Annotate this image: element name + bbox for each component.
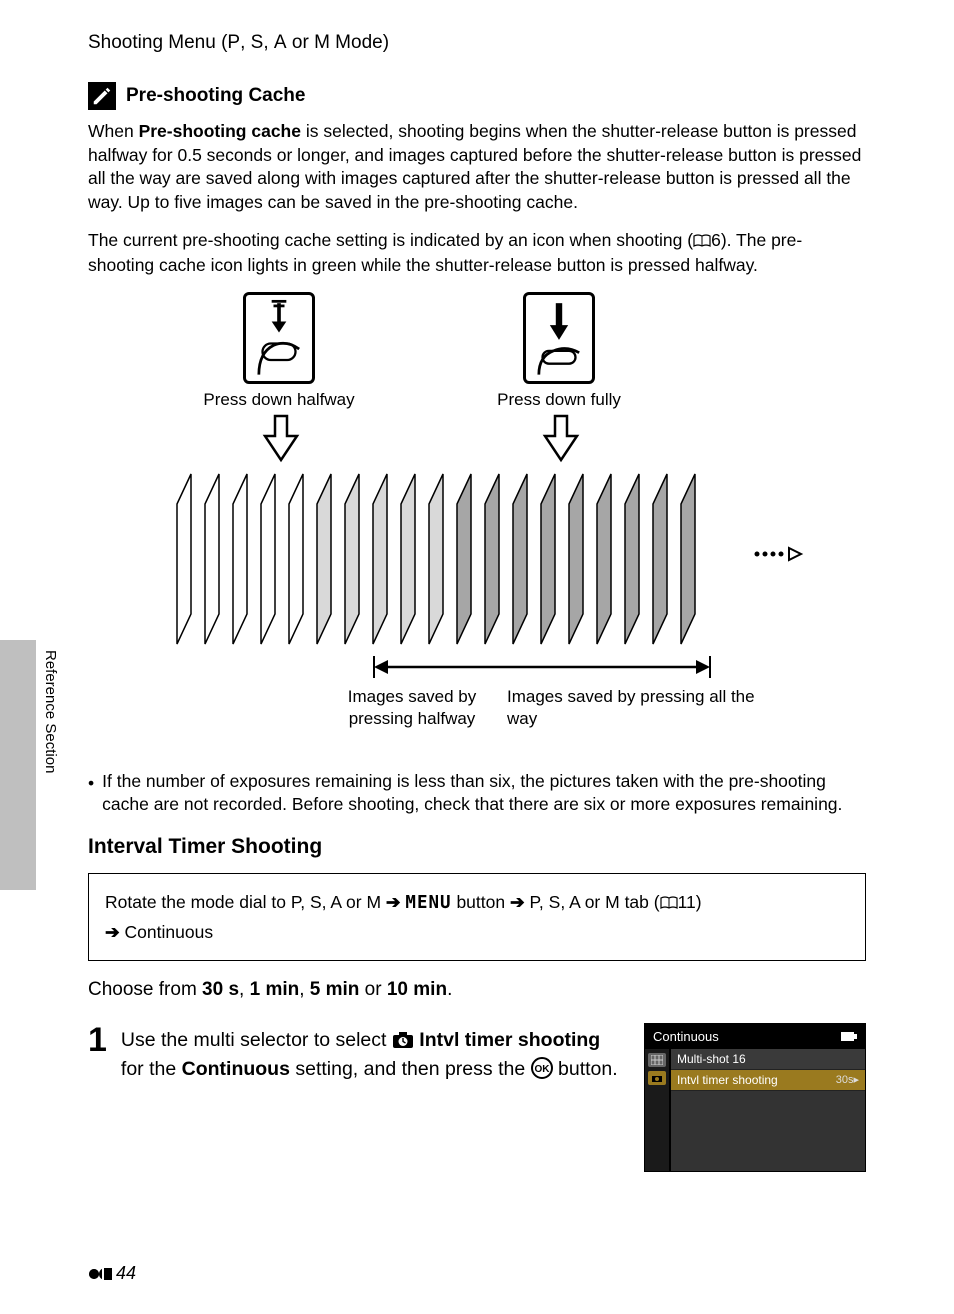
step-number: 1 [88, 1023, 107, 1057]
list-item[interactable]: Multi-shot 16 [671, 1049, 865, 1070]
interval-heading: Interval Timer Shooting [88, 835, 866, 859]
book-icon [693, 231, 711, 255]
mode-s: S [251, 32, 264, 53]
arrow-right-icon: ➔ [510, 892, 530, 912]
press-halfway-box [243, 292, 315, 384]
choose-line: Choose from 30 s, 1 min, 5 min or 10 min… [88, 979, 866, 1001]
bullet-icon: • [88, 770, 94, 817]
arrow-right-icon: ➔ [386, 892, 406, 912]
navigation-box: Rotate the mode dial to P, S, A or M ➔ M… [88, 873, 866, 961]
book-icon [660, 890, 678, 918]
lcd-screenshot: Continuous Multi-shot 16 Intvl timer sho… [644, 1023, 866, 1172]
header-suffix: Mode) [330, 32, 389, 53]
svg-text:OK: OK [534, 1064, 550, 1075]
note-header: Pre-shooting Cache [88, 82, 866, 110]
pencil-icon [88, 82, 116, 110]
page-header: Shooting Menu (P, S, A or M Mode) [88, 32, 866, 54]
step-text: Use the multi selector to select Intvl t… [121, 1023, 630, 1087]
bullet-note: • If the number of exposures remaining i… [88, 770, 866, 817]
lcd-title-bar: Continuous [645, 1024, 865, 1049]
menu-label: MENU [405, 893, 451, 913]
paragraph-1: When Pre-shooting cache is selected, sho… [88, 120, 866, 215]
header-prefix: Shooting Menu ( [88, 32, 227, 53]
section-icon [88, 1265, 114, 1283]
press-fully-box [523, 292, 595, 384]
bullet-text: If the number of exposures remaining is … [102, 770, 866, 817]
step-1: 1 Use the multi selector to select Intvl… [88, 1023, 866, 1172]
grid-icon [648, 1053, 666, 1067]
note-title: Pre-shooting Cache [126, 85, 305, 107]
cache-diagram: Press down halfway Press down fully Ima [167, 292, 787, 752]
down-arrow-icon [541, 414, 581, 464]
down-arrow-icon [261, 414, 301, 464]
halfway-label: Press down halfway [179, 390, 379, 410]
mode-p: P [227, 32, 240, 53]
range-arrow-icon [372, 654, 712, 680]
frame-stack [157, 464, 817, 664]
page-number: 44 [88, 1263, 136, 1284]
range-right-label: Images saved by pressing all the way [507, 686, 767, 730]
list-item[interactable]: Intvl timer shooting 30s▸ [671, 1070, 865, 1091]
paragraph-2: The current pre-shooting cache setting i… [88, 229, 866, 278]
camera-icon [648, 1071, 666, 1085]
mode-a: A [274, 32, 287, 53]
ok-button-icon: OK [531, 1057, 553, 1086]
lcd-sidebar [645, 1049, 671, 1171]
camera-timer-icon [392, 1030, 414, 1056]
lcd-menu-list: Multi-shot 16 Intvl timer shooting 30s▸ [671, 1049, 865, 1171]
battery-icon [841, 1029, 857, 1044]
arrow-right-icon: ➔ [105, 922, 125, 942]
mode-m: M [314, 32, 330, 53]
lcd-title: Continuous [653, 1029, 719, 1044]
fully-label: Press down fully [459, 390, 659, 410]
range-left-label: Images saved by pressing halfway [327, 686, 497, 730]
